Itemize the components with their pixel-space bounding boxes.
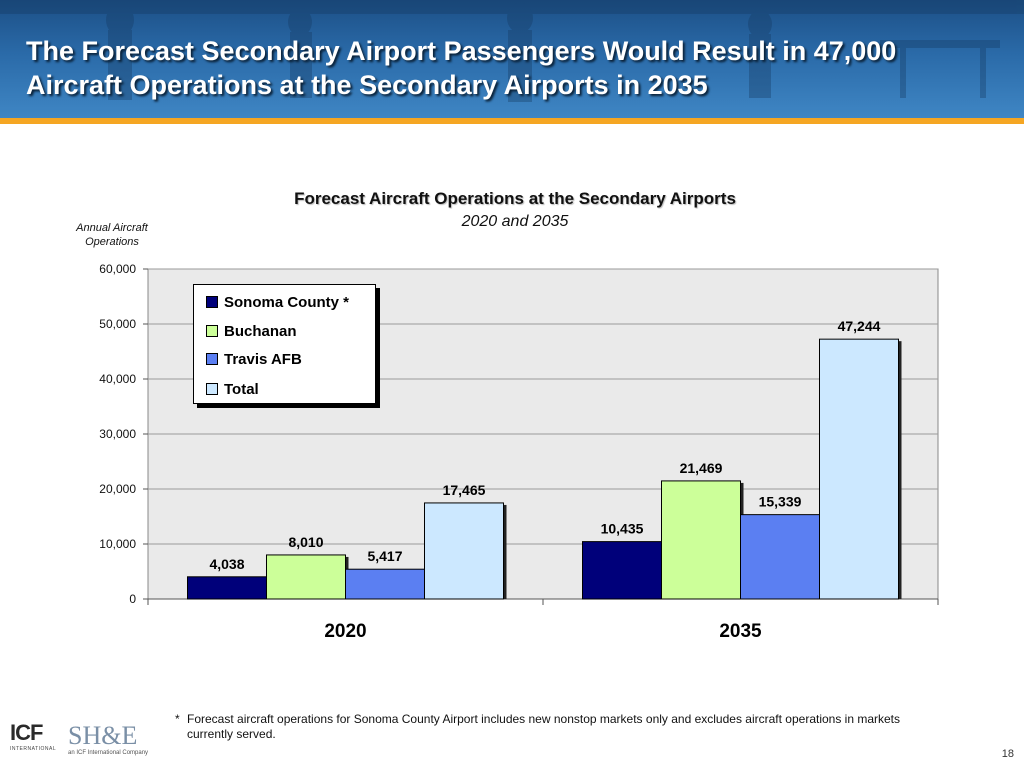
header-background-image	[0, 0, 1024, 102]
bar	[740, 514, 820, 600]
y-tick-label: 0	[129, 592, 136, 606]
y-tick-label: 10,000	[99, 537, 136, 551]
she-logo-subtext: an ICF International Company	[68, 750, 149, 756]
footnote: * Forecast aircraft operations for Sonom…	[175, 712, 935, 742]
she-logo-text: SH&E	[68, 721, 138, 750]
y-tick-label: 60,000	[99, 262, 136, 276]
icf-logo-subtext: INTERNATIONAL	[10, 746, 57, 752]
bar	[424, 502, 504, 600]
chart-title: Forecast Aircraft Operations at the Seco…	[294, 189, 736, 208]
chart-subtitle: 2020 and 2035	[461, 213, 569, 230]
data-label: 5,417	[367, 548, 402, 564]
bar	[582, 541, 662, 600]
icf-logo: ICF INTERNATIONAL	[10, 720, 57, 760]
bar	[345, 568, 425, 600]
data-label: 15,339	[759, 494, 802, 510]
legend-item-travis: Travis AFB	[206, 349, 302, 369]
legend-swatch-sonoma	[206, 296, 218, 308]
bar	[819, 338, 899, 600]
chart-legend: Sonoma County * Buchanan Travis AFB Tota…	[193, 284, 376, 404]
bar	[187, 576, 267, 600]
y-tick-label: 50,000	[99, 317, 136, 331]
legend-swatch-travis	[206, 353, 218, 365]
category-label: 2020	[324, 621, 366, 642]
icf-logo-text: ICF	[10, 720, 43, 745]
she-logo: SH&E an ICF International Company	[68, 722, 168, 762]
data-label: 47,244	[838, 318, 881, 334]
bar	[661, 480, 741, 600]
data-label: 17,465	[443, 482, 486, 498]
page-number: 18	[1001, 748, 1014, 760]
accent-rule	[0, 118, 1024, 124]
y-axis-label: Annual Aircraft Operations	[76, 222, 148, 248]
legend-label-buchanan: Buchanan	[224, 322, 297, 340]
category-label: 2035	[719, 621, 762, 642]
legend-swatch-total	[206, 383, 218, 395]
slide-title: The Forecast Secondary Airport Passenger…	[26, 36, 897, 100]
data-label: 4,038	[209, 556, 244, 572]
data-label: 21,469	[680, 460, 723, 476]
y-tick-label: 20,000	[99, 482, 136, 496]
legend-item-buchanan: Buchanan	[206, 321, 297, 341]
legend-label-sonoma: Sonoma County *	[224, 293, 350, 311]
footnote-text: Forecast aircraft operations for Sonoma …	[187, 712, 901, 741]
y-tick-label: 30,000	[99, 427, 136, 441]
legend-item-sonoma: Sonoma County *	[206, 292, 349, 312]
data-label: 10,435	[601, 521, 644, 537]
slide-header: The Forecast Secondary Airport Passenger…	[0, 0, 1024, 118]
legend-label-travis: Travis AFB	[224, 350, 302, 368]
y-tick-label: 40,000	[99, 372, 136, 386]
data-label: 8,010	[288, 534, 323, 550]
bar	[266, 554, 346, 600]
legend-item-total: Total	[206, 379, 259, 399]
legend-swatch-buchanan	[206, 325, 218, 337]
footnote-marker: *	[175, 712, 180, 726]
legend-label-total: Total	[224, 380, 259, 398]
